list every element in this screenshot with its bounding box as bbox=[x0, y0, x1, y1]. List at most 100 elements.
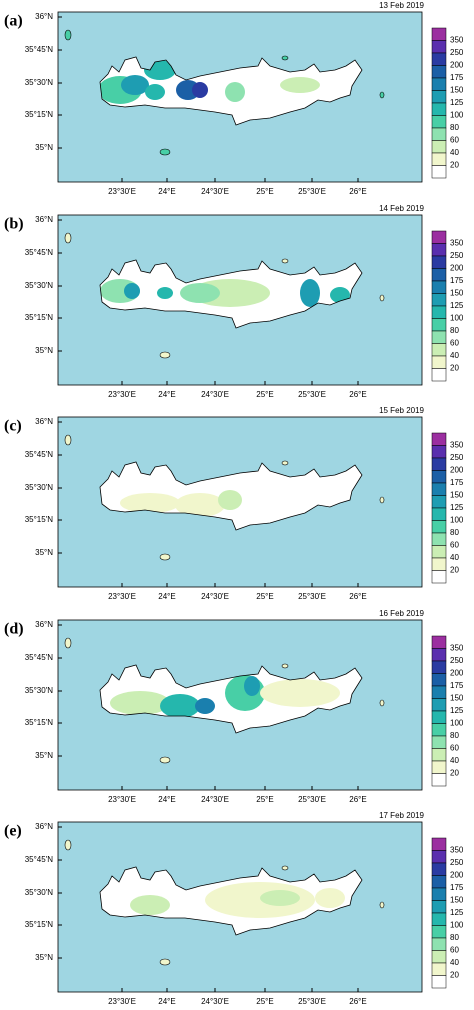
colorbar-box bbox=[431, 127, 447, 141]
lon-label: 24°30'E bbox=[201, 592, 229, 601]
colorbar-box bbox=[431, 735, 447, 749]
islet bbox=[159, 958, 171, 966]
colorbar-box bbox=[431, 837, 447, 851]
colorbar-box bbox=[431, 862, 447, 876]
lon-label: 23°30'E bbox=[108, 187, 136, 196]
colorbar-box bbox=[431, 305, 447, 319]
colorbar-box bbox=[431, 962, 447, 976]
panel-label: (e) bbox=[4, 823, 22, 840]
lon-label: 23°30'E bbox=[108, 795, 136, 804]
colorbar-label: 60 bbox=[450, 339, 459, 348]
colorbar-label: 80 bbox=[450, 326, 459, 335]
islet bbox=[281, 663, 289, 669]
coast bbox=[99, 866, 363, 936]
lon-label: 24°E bbox=[158, 997, 175, 1006]
colorbar-label: 150 bbox=[450, 491, 464, 500]
lat-label: 36°N bbox=[35, 215, 53, 224]
colorbar-label: 80 bbox=[450, 123, 459, 132]
islet bbox=[379, 91, 385, 99]
lon-label: 23°30'E bbox=[108, 390, 136, 399]
lon-label: 24°30'E bbox=[201, 795, 229, 804]
colorbar-label: 80 bbox=[450, 528, 459, 537]
colorbar-box bbox=[431, 520, 447, 534]
colorbar-label: 100 bbox=[450, 111, 464, 120]
lat-label: 35°30'N bbox=[25, 483, 54, 492]
colorbar-label: 60 bbox=[450, 136, 459, 145]
colorbar-label: 20 bbox=[450, 971, 459, 980]
colorbar-box bbox=[431, 268, 447, 282]
colorbar-label: 350 bbox=[450, 441, 464, 450]
lon-label: 26°E bbox=[349, 795, 366, 804]
colorbar-label: 150 bbox=[450, 896, 464, 905]
lat-label: 35°15'N bbox=[25, 920, 54, 929]
islet bbox=[159, 553, 171, 561]
lat-label: 35°N bbox=[35, 751, 53, 760]
islet bbox=[64, 232, 72, 244]
colorbar-box bbox=[431, 887, 447, 901]
islet bbox=[281, 865, 289, 871]
colorbar-label: 20 bbox=[450, 161, 459, 170]
colorbar-label: 100 bbox=[450, 516, 464, 525]
colorbar-label: 200 bbox=[450, 669, 464, 678]
colorbar-label: 250 bbox=[450, 453, 464, 462]
colorbar-label: 40 bbox=[450, 553, 459, 562]
colorbar-label: 175 bbox=[450, 478, 464, 487]
colorbar-label: 200 bbox=[450, 61, 464, 70]
rain-area bbox=[120, 493, 180, 513]
lon-label: 26°E bbox=[349, 592, 366, 601]
lat-label: 35°30'N bbox=[25, 686, 54, 695]
colorbar-box bbox=[431, 710, 447, 724]
islet bbox=[281, 460, 289, 466]
colorbar-label: 60 bbox=[450, 744, 459, 753]
panel: (e) 17 Feb 2019 36°N 35°45'N 35°30'N 35°15'N 3… bbox=[4, 811, 464, 1006]
rain-area bbox=[225, 82, 245, 102]
colorbar-label: 150 bbox=[450, 86, 464, 95]
coast bbox=[99, 56, 363, 126]
colorbar-label: 250 bbox=[450, 656, 464, 665]
panel: (d) 16 Feb 2019 36°N 35°45'N 35°30'N 35°15'N 3… bbox=[4, 609, 464, 804]
colorbar-box bbox=[431, 900, 447, 914]
rain-area bbox=[300, 279, 320, 307]
colorbar-box bbox=[431, 470, 447, 484]
colorbar-label: 100 bbox=[450, 314, 464, 323]
rain-area bbox=[130, 895, 170, 915]
date: 14 Feb 2019 bbox=[379, 204, 424, 213]
colorbar-box bbox=[431, 445, 447, 459]
lat-label: 35°N bbox=[35, 548, 53, 557]
rain-area bbox=[110, 691, 170, 715]
colorbar-label: 20 bbox=[450, 566, 459, 575]
colorbar-label: 40 bbox=[450, 351, 459, 360]
colorbar-bottom bbox=[431, 368, 447, 382]
colorbar-box bbox=[431, 255, 447, 269]
colorbar-box bbox=[431, 912, 447, 926]
rain-area bbox=[280, 77, 320, 93]
lon-label: 24°30'E bbox=[201, 390, 229, 399]
colorbar-label: 20 bbox=[450, 364, 459, 373]
islet bbox=[281, 258, 289, 264]
rain bbox=[100, 60, 320, 104]
lon-label: 25°30'E bbox=[298, 390, 326, 399]
colorbar-box bbox=[431, 40, 447, 54]
colorbar-box bbox=[431, 950, 447, 964]
colorbar-box bbox=[431, 280, 447, 294]
rain bbox=[130, 882, 345, 918]
colorbar-label: 125 bbox=[450, 908, 464, 917]
rain-area bbox=[180, 283, 220, 303]
rain bbox=[110, 675, 340, 718]
islet bbox=[64, 29, 72, 41]
lat-label: 35°45'N bbox=[25, 855, 54, 864]
colorbar-box bbox=[431, 850, 447, 864]
colorbar-box bbox=[431, 507, 447, 521]
lon-label: 26°E bbox=[349, 187, 366, 196]
colorbar-label: 125 bbox=[450, 503, 464, 512]
rain-area bbox=[121, 75, 149, 95]
lat-label: 35°N bbox=[35, 953, 53, 962]
lat-label: 35°30'N bbox=[25, 78, 54, 87]
colorbar-box bbox=[431, 65, 447, 79]
panel: (a) 13 Feb 2019 36°N 35°45'N 35°30'N 35°15'N 3… bbox=[4, 1, 464, 196]
lat-label: 35°15'N bbox=[25, 515, 54, 524]
rain-area bbox=[124, 283, 140, 299]
panel-label: (b) bbox=[4, 216, 24, 233]
colorbar-bottom bbox=[431, 773, 447, 787]
colorbar-box bbox=[431, 875, 447, 889]
